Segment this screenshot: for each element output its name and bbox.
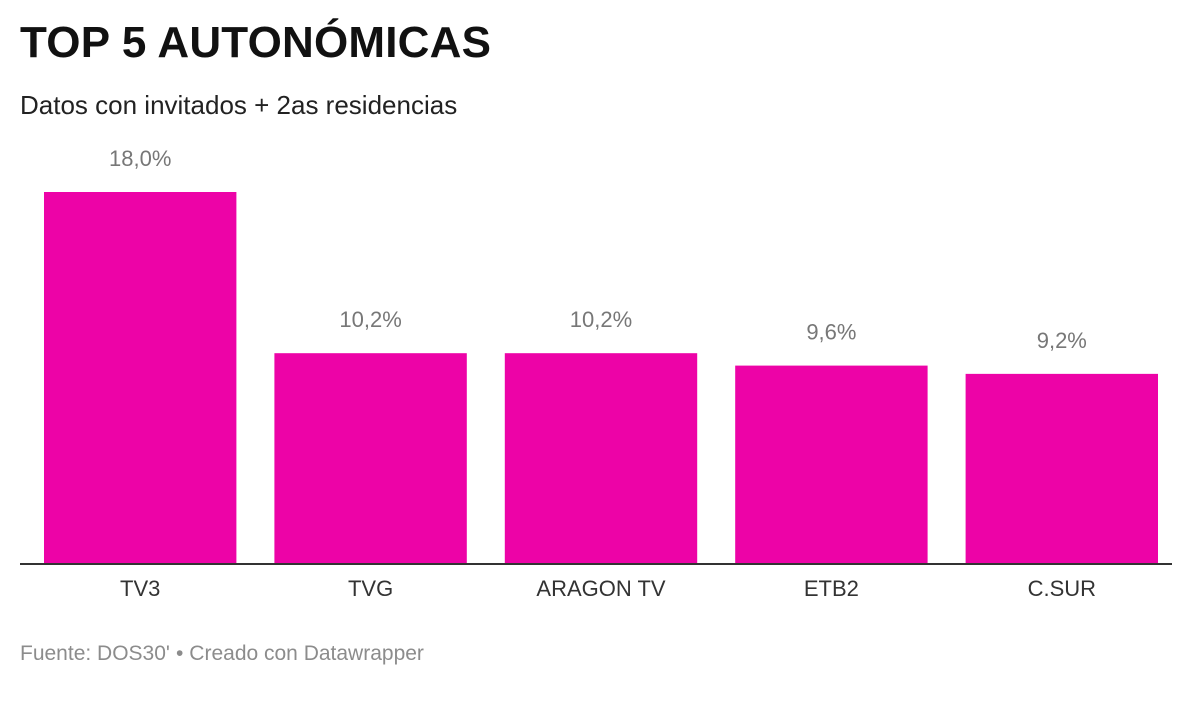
value-label: 9,2%	[1037, 328, 1087, 353]
category-label: ARAGON TV	[536, 576, 666, 601]
category-label: ETB2	[804, 576, 859, 601]
category-labels-group: TV3 TVG ARAGON TV ETB2 C.SUR	[120, 576, 1096, 601]
value-label: 10,2%	[339, 307, 401, 332]
footer-separator: •	[175, 642, 184, 665]
bar-tv3	[44, 192, 237, 564]
category-label: TVG	[348, 576, 393, 601]
source-note: Fuente: DOS30'	[20, 642, 170, 665]
bar-c-sur	[965, 373, 1158, 564]
chart-footer: Fuente: DOS30' • Creado con Datawrapper	[20, 642, 424, 666]
chart-title: TOP 5 AUTONÓMICAS	[20, 18, 492, 67]
bar-aragon-tv	[504, 353, 698, 564]
bars-group	[44, 192, 1158, 564]
value-labels-group: 18,0% 10,2% 10,2% 9,6% 9,2%	[109, 146, 1087, 353]
category-label: C.SUR	[1028, 576, 1096, 601]
value-label: 18,0%	[109, 146, 171, 171]
credit-note: Creado con Datawrapper	[189, 642, 424, 665]
bar-etb2	[735, 365, 928, 564]
value-label: 10,2%	[570, 307, 632, 332]
bar-tvg	[274, 353, 467, 564]
category-label: TV3	[120, 576, 160, 601]
chart-subtitle: Datos con invitados + 2as residencias	[20, 90, 458, 120]
value-label: 9,6%	[806, 320, 856, 345]
